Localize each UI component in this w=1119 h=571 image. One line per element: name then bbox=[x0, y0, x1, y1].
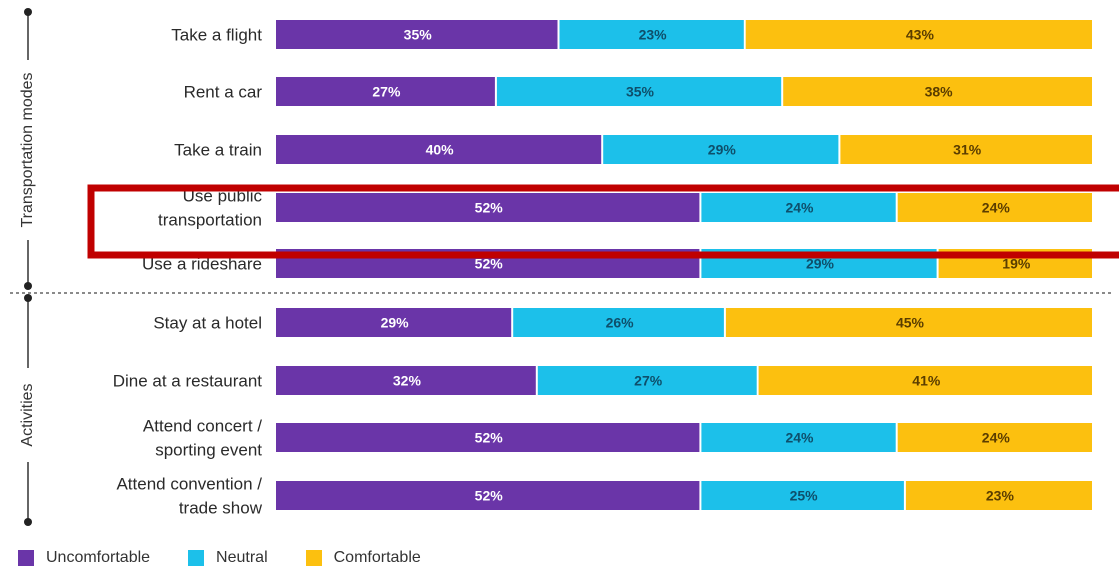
bar-use-public-transportation-neutral bbox=[701, 193, 896, 222]
bar-stay-at-a-hotel-comfortable bbox=[725, 308, 1092, 337]
highlight-box-use-public-transportation bbox=[87, 184, 1119, 259]
group-dot-bottom-transportation bbox=[24, 282, 32, 290]
value-label-use-a-rideshare-comfortable: 19% bbox=[1002, 256, 1031, 272]
value-label-attend-convention-trade-show-uncomfortable: 52% bbox=[475, 488, 504, 504]
category-label-use-a-rideshare: Use a rideshare bbox=[142, 255, 262, 274]
bar-rent-a-car-uncomfortable bbox=[276, 77, 495, 106]
bar-use-public-transportation-uncomfortable bbox=[276, 193, 700, 222]
legend-label-comfortable: Comfortable bbox=[333, 549, 421, 566]
value-label-attend-concert-sporting-event-uncomfortable: 52% bbox=[475, 430, 504, 446]
value-label-take-a-train-comfortable: 31% bbox=[953, 142, 982, 158]
legend-item-neutral: Neutral bbox=[188, 549, 268, 567]
value-label-take-a-flight-uncomfortable: 35% bbox=[404, 27, 433, 43]
value-label-rent-a-car-neutral: 35% bbox=[626, 84, 655, 100]
group-dot-bottom-activities bbox=[24, 518, 32, 526]
category-label-attend-concert-sporting-event-line-2: sporting event bbox=[155, 441, 262, 460]
bar-take-a-flight-uncomfortable bbox=[276, 20, 558, 49]
bar-take-a-train-comfortable bbox=[840, 135, 1092, 164]
bar-attend-concert-sporting-event-uncomfortable bbox=[276, 423, 700, 452]
stacked-bar-chart: Transportation modes Activities 35% 23% 43%… bbox=[10, 8, 1119, 526]
bar-attend-convention-trade-show-comfortable bbox=[905, 481, 1092, 510]
bar-take-a-flight-neutral bbox=[559, 20, 744, 49]
category-label-attend-convention-trade-show-line-2: trade show bbox=[179, 499, 263, 518]
bar-stay-at-a-hotel-neutral bbox=[513, 308, 724, 337]
value-label-rent-a-car-uncomfortable: 27% bbox=[372, 84, 401, 100]
group-dot-top-transportation bbox=[24, 8, 32, 16]
category-label-attend-convention-trade-show-line-1: Attend convention / bbox=[116, 475, 262, 494]
value-label-dine-at-a-restaurant-comfortable: 41% bbox=[912, 373, 941, 389]
value-label-use-a-rideshare-neutral: 29% bbox=[806, 256, 835, 272]
bar-stay-at-a-hotel-uncomfortable bbox=[276, 308, 512, 337]
category-label-rent-a-car: Rent a car bbox=[184, 83, 263, 102]
legend-swatch-neutral bbox=[188, 550, 205, 566]
legend-label-neutral: Neutral bbox=[216, 549, 268, 566]
legend-item-comfortable: Comfortable bbox=[305, 549, 421, 567]
category-label-use-public-transportation-line-2: transportation bbox=[158, 211, 262, 230]
bar-attend-convention-trade-show-neutral bbox=[701, 481, 904, 510]
legend-swatch-uncomfortable bbox=[18, 550, 34, 566]
bar-dine-at-a-restaurant-comfortable bbox=[758, 366, 1092, 395]
category-label-take-a-flight: Take a flight bbox=[171, 26, 262, 45]
category-label-stay-at-a-hotel: Stay at a hotel bbox=[153, 314, 262, 333]
bar-attend-convention-trade-show-uncomfortable bbox=[276, 481, 700, 510]
value-label-dine-at-a-restaurant-uncomfortable: 32% bbox=[393, 373, 422, 389]
group-label-activities: Activities bbox=[19, 383, 36, 446]
group-label-backing-activities bbox=[19, 368, 37, 462]
value-label-stay-at-a-hotel-neutral: 26% bbox=[606, 315, 635, 331]
value-label-attend-convention-trade-show-comfortable: 23% bbox=[986, 488, 1015, 504]
value-label-use-public-transportation-uncomfortable: 52% bbox=[475, 200, 504, 216]
value-label-take-a-train-neutral: 29% bbox=[708, 142, 737, 158]
value-label-dine-at-a-restaurant-neutral: 27% bbox=[634, 373, 663, 389]
value-label-use-public-transportation-neutral: 24% bbox=[785, 200, 814, 216]
value-label-rent-a-car-comfortable: 38% bbox=[925, 84, 954, 100]
legend-label-uncomfortable: Uncomfortable bbox=[46, 549, 151, 566]
category-label-take-a-train: Take a train bbox=[174, 141, 262, 160]
value-label-attend-concert-sporting-event-neutral: 24% bbox=[785, 430, 814, 446]
legend-item-uncomfortable: Uncomfortable bbox=[18, 549, 150, 567]
bar-dine-at-a-restaurant-neutral bbox=[537, 366, 757, 395]
legend: Uncomfortable Neutral Comfortable bbox=[18, 549, 459, 567]
value-label-stay-at-a-hotel-comfortable: 45% bbox=[896, 315, 925, 331]
value-label-stay-at-a-hotel-uncomfortable: 29% bbox=[381, 315, 410, 331]
value-label-use-public-transportation-comfortable: 24% bbox=[982, 200, 1011, 216]
bar-rent-a-car-neutral bbox=[496, 77, 782, 106]
value-label-take-a-flight-neutral: 23% bbox=[639, 27, 668, 43]
category-label-dine-at-a-restaurant: Dine at a restaurant bbox=[113, 372, 263, 391]
category-label-attend-concert-sporting-event-line-1: Attend concert / bbox=[143, 417, 262, 436]
value-label-use-a-rideshare-uncomfortable: 52% bbox=[475, 256, 504, 272]
bar-dine-at-a-restaurant-uncomfortable bbox=[276, 366, 536, 395]
bar-take-a-train-uncomfortable bbox=[276, 135, 602, 164]
bar-attend-concert-sporting-event-comfortable bbox=[897, 423, 1092, 452]
group-dot-top-activities bbox=[24, 294, 32, 302]
value-label-attend-convention-trade-show-neutral: 25% bbox=[790, 488, 819, 504]
bar-take-a-flight-comfortable bbox=[745, 20, 1092, 49]
bar-rent-a-car-comfortable bbox=[783, 77, 1092, 106]
value-label-take-a-flight-comfortable: 43% bbox=[906, 27, 935, 43]
bar-take-a-train-neutral bbox=[603, 135, 839, 164]
legend-swatch-comfortable bbox=[305, 550, 322, 566]
value-label-take-a-train-uncomfortable: 40% bbox=[426, 142, 455, 158]
bar-use-public-transportation-comfortable bbox=[897, 193, 1092, 222]
group-label-backing-transportation bbox=[19, 60, 37, 240]
bar-attend-concert-sporting-event-neutral bbox=[701, 423, 896, 452]
group-label-transportation: Transportation modes bbox=[19, 72, 36, 227]
value-label-attend-concert-sporting-event-comfortable: 24% bbox=[982, 430, 1011, 446]
